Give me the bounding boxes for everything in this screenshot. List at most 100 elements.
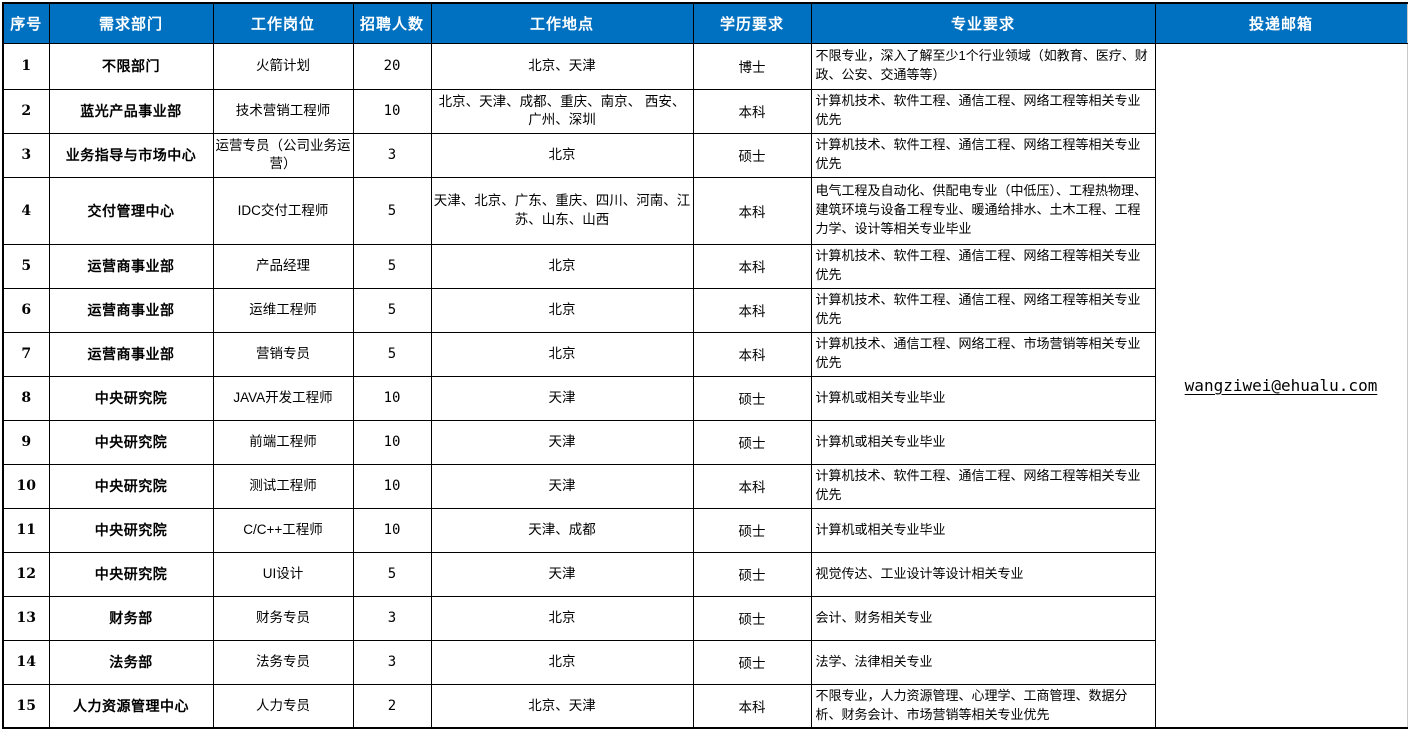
cell-serial: 1 (2, 42, 50, 90)
cell-location: 北京、天津 (430, 42, 694, 90)
cell-department: 蓝光产品事业部 (48, 88, 214, 134)
column-header-location: 工作地点 (430, 2, 694, 44)
table-row: 4 交付管理中心 IDC交付工程师 5 天津、北京、广东、重庆、四川、河南、江苏… (2, 176, 1407, 245)
cell-headcount: 5 (352, 551, 432, 597)
cell-degree: 硕士 (692, 595, 812, 641)
cell-department: 中央研究院 (48, 507, 214, 553)
cell-major: 计算机技术、软件工程、通信工程、网络工程等相关专业优先 (810, 88, 1156, 134)
cell-headcount: 5 (352, 176, 432, 245)
cell-department: 运营商事业部 (48, 243, 214, 289)
table-row: 10 中央研究院 测试工程师 10 天津 本科 计算机技术、软件工程、通信工程、… (2, 463, 1407, 509)
cell-position: UI设计 (212, 551, 354, 597)
cell-major: 计算机技术、软件工程、通信工程、网络工程等相关专业优先 (810, 243, 1156, 289)
cell-major: 不限专业，人力资源管理、心理学、工商管理、数据分析、财务会计、市场营销等相关专业… (810, 683, 1156, 729)
cell-location: 北京 (430, 331, 694, 377)
cell-degree: 硕士 (692, 419, 812, 465)
table-row: 2 蓝光产品事业部 技术营销工程师 10 北京、天津、成都、重庆、南京、 西安、… (2, 88, 1407, 134)
cell-serial: 7 (2, 331, 50, 377)
cell-position: 技术营销工程师 (212, 88, 354, 134)
column-header-email: 投递邮箱 (1154, 2, 1408, 44)
cell-position: 火箭计划 (212, 42, 354, 90)
cell-headcount: 10 (352, 463, 432, 509)
cell-location: 北京、天津 (430, 683, 694, 729)
cell-headcount: 20 (352, 42, 432, 90)
cell-department: 不限部门 (48, 42, 214, 90)
cell-department: 人力资源管理中心 (48, 683, 214, 729)
cell-department: 法务部 (48, 639, 214, 685)
cell-degree: 本科 (692, 331, 812, 377)
cell-department: 中央研究院 (48, 419, 214, 465)
cell-headcount: 10 (352, 507, 432, 553)
cell-department: 业务指导与市场中心 (48, 132, 214, 178)
cell-location: 天津 (430, 375, 694, 421)
table-row: 8 中央研究院 JAVA开发工程师 10 天津 硕士 计算机或相关专业毕业 (2, 375, 1407, 421)
cell-position: IDC交付工程师 (212, 176, 354, 245)
cell-major: 视觉传达、工业设计等设计相关专业 (810, 551, 1156, 597)
cell-location: 天津 (430, 419, 694, 465)
cell-headcount: 10 (352, 419, 432, 465)
cell-serial: 9 (2, 419, 50, 465)
cell-major: 会计、财务相关专业 (810, 595, 1156, 641)
email-link[interactable]: wangziwei@ehualu.com (1184, 375, 1378, 395)
cell-headcount: 5 (352, 287, 432, 333)
column-header-position: 工作岗位 (212, 2, 354, 44)
cell-position: 运营专员（公司业务运营） (212, 132, 354, 178)
cell-location: 北京 (430, 595, 694, 641)
cell-location: 北京、天津、成都、重庆、南京、 西安、广州、深圳 (430, 88, 694, 134)
cell-headcount: 5 (352, 243, 432, 289)
cell-headcount: 10 (352, 88, 432, 134)
cell-degree: 博士 (692, 42, 812, 90)
cell-headcount: 3 (352, 595, 432, 641)
cell-major: 电气工程及自动化、供配电专业（中低压）、工程热物理、建筑环境与设备工程专业、暖通… (810, 176, 1156, 245)
cell-department: 运营商事业部 (48, 331, 214, 377)
cell-serial: 12 (2, 551, 50, 597)
table-row: 13 财务部 财务专员 3 北京 硕士 会计、财务相关专业 (2, 595, 1407, 641)
cell-position: 人力专员 (212, 683, 354, 729)
cell-major: 计算机或相关专业毕业 (810, 419, 1156, 465)
cell-serial: 13 (2, 595, 50, 641)
table-row: 12 中央研究院 UI设计 5 天津 硕士 视觉传达、工业设计等设计相关专业 (2, 551, 1407, 597)
cell-degree: 硕士 (692, 639, 812, 685)
cell-degree: 硕士 (692, 507, 812, 553)
cell-department: 中央研究院 (48, 375, 214, 421)
cell-location: 天津 (430, 463, 694, 509)
cell-position: 运维工程师 (212, 287, 354, 333)
cell-degree: 本科 (692, 88, 812, 134)
cell-serial: 2 (2, 88, 50, 134)
cell-serial: 6 (2, 287, 50, 333)
cell-degree: 本科 (692, 463, 812, 509)
cell-degree: 本科 (692, 176, 812, 245)
cell-location: 天津、成都 (430, 507, 694, 553)
cell-serial: 14 (2, 639, 50, 685)
cell-position: 前端工程师 (212, 419, 354, 465)
cell-serial: 4 (2, 176, 50, 245)
cell-position: C/C++工程师 (212, 507, 354, 553)
cell-headcount: 3 (352, 639, 432, 685)
cell-major: 计算机技术、软件工程、通信工程、网络工程等相关专业优先 (810, 463, 1156, 509)
cell-department: 中央研究院 (48, 551, 214, 597)
cell-degree: 本科 (692, 683, 812, 729)
cell-location: 天津、北京、广东、重庆、四川、河南、江苏、山东、山西 (430, 176, 694, 245)
cell-department: 财务部 (48, 595, 214, 641)
table-row: 1 不限部门 火箭计划 20 北京、天津 博士 不限专业，深入了解至少1个行业领… (2, 42, 1408, 729)
column-header-department: 需求部门 (48, 2, 214, 44)
cell-serial: 3 (2, 132, 50, 178)
cell-position: 测试工程师 (212, 463, 354, 509)
cell-major: 计算机技术、软件工程、通信工程、网络工程等相关专业优先 (810, 132, 1156, 178)
cell-serial: 15 (2, 683, 50, 729)
cell-degree: 本科 (692, 287, 812, 333)
cell-location: 北京 (430, 639, 694, 685)
column-header-headcount: 招聘人数 (352, 2, 432, 44)
table-row: 3 业务指导与市场中心 运营专员（公司业务运营） 3 北京 硕士 计算机技术、软… (2, 132, 1407, 178)
column-header-major: 专业要求 (810, 2, 1156, 44)
cell-major: 计算机或相关专业毕业 (810, 375, 1156, 421)
table-row: 14 法务部 法务专员 3 北京 硕士 法学、法律相关专业 (2, 639, 1407, 685)
table-row: 11 中央研究院 C/C++工程师 10 天津、成都 硕士 计算机或相关专业毕业 (2, 507, 1407, 553)
cell-position: 产品经理 (212, 243, 354, 289)
cell-degree: 硕士 (692, 375, 812, 421)
cell-headcount: 2 (352, 683, 432, 729)
cell-email-merged: wangziwei@ehualu.com (1154, 42, 1408, 729)
cell-major: 计算机技术、通信工程、网络工程、市场营销等相关专业优先 (810, 331, 1156, 377)
